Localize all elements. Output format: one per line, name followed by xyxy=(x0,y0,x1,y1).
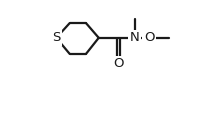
Text: S: S xyxy=(52,31,61,44)
Text: N: N xyxy=(130,31,139,44)
Text: O: O xyxy=(113,57,124,70)
Text: O: O xyxy=(144,31,154,44)
